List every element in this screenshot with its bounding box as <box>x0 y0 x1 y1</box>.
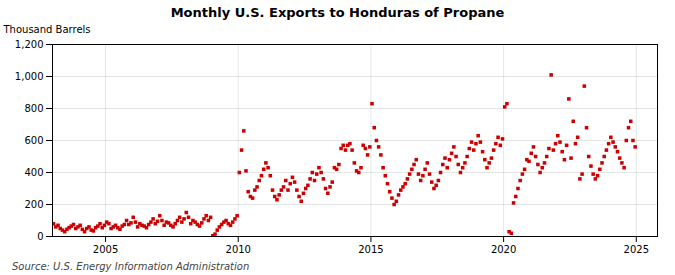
svg-text:600: 600 <box>24 135 43 146</box>
svg-text:200: 200 <box>24 199 43 210</box>
svg-text:2025: 2025 <box>624 244 649 255</box>
svg-text:1,200: 1,200 <box>15 39 44 50</box>
svg-text:2005: 2005 <box>93 244 118 255</box>
svg-text:Thousand Barrels: Thousand Barrels <box>3 24 91 35</box>
html-text:Monthly U.S. Exports to Hondur: Monthly U.S. Exports to Honduras of Prop… <box>170 5 505 20</box>
svg-text:2020: 2020 <box>491 244 516 255</box>
html-text:Source: U.S. Energy Informatio: Source: U.S. Energy Information Administ… <box>12 261 250 272</box>
svg-text:2015: 2015 <box>358 244 383 255</box>
svg-text:1,000: 1,000 <box>15 71 44 82</box>
svg-text:800: 800 <box>24 103 43 114</box>
svg-text:0: 0 <box>37 231 43 242</box>
svg-text:400: 400 <box>24 167 43 178</box>
svg-text:2010: 2010 <box>226 244 251 255</box>
